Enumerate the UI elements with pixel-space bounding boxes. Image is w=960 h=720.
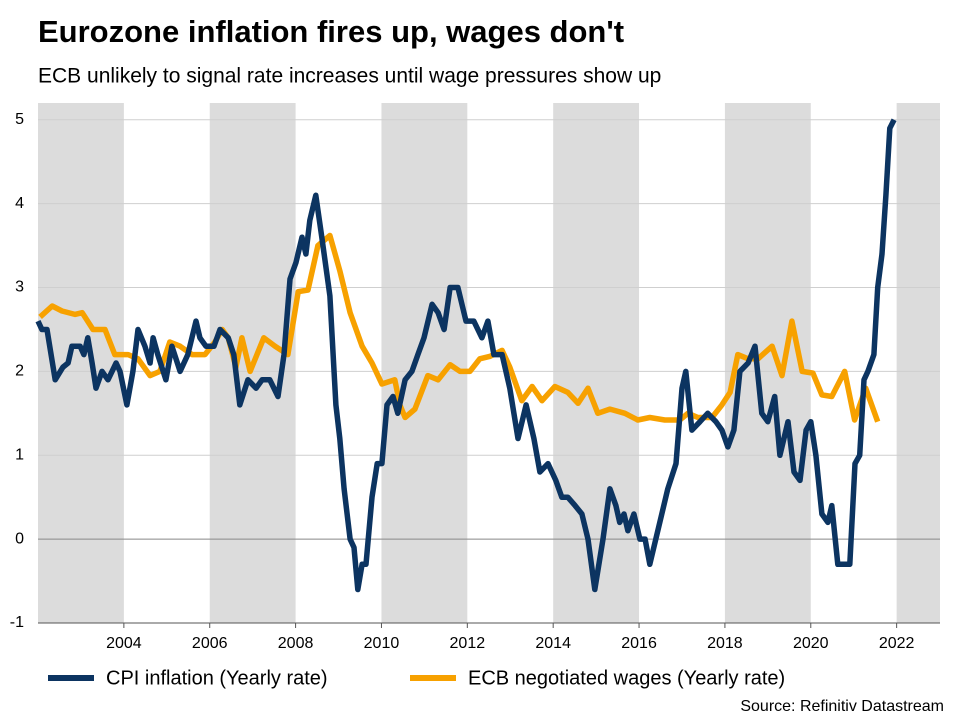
y-tick-label: 2 (15, 363, 24, 380)
x-tick-label: 2014 (535, 635, 571, 652)
x-tick-label: 2008 (278, 635, 314, 652)
chart-title: Eurozone inflation fires up, wages don't (38, 14, 624, 49)
series-line (38, 232, 881, 423)
x-tick-label: 2004 (106, 635, 142, 652)
shade-band (381, 103, 468, 623)
y-tick-label: 3 (15, 279, 24, 296)
x-tick-label: 2016 (621, 635, 657, 652)
y-tick-label: 5 (15, 111, 24, 128)
legend-label: ECB negotiated wages (Yearly rate) (468, 667, 785, 689)
legend-label: CPI inflation (Yearly rate) (106, 667, 328, 689)
shade-band (896, 103, 940, 623)
y-tick-label: 4 (15, 195, 24, 212)
x-tick-label: 2012 (450, 635, 486, 652)
chart-subtitle: ECB unlikely to signal rate increases un… (38, 65, 661, 88)
x-tick-label: 2020 (793, 635, 829, 652)
x-tick-label: 2010 (364, 635, 400, 652)
y-tick-label: 0 (15, 530, 24, 547)
shade-band (724, 103, 811, 623)
source: Source: Refinitiv Datastream (740, 698, 944, 715)
x-tick-label: 2022 (879, 635, 915, 652)
y-tick-label: -1 (10, 614, 24, 631)
y-tick-label: 1 (15, 446, 24, 463)
x-tick-label: 2006 (192, 635, 228, 652)
series-line (35, 118, 897, 593)
shade-band (553, 103, 640, 623)
x-tick-label: 2018 (707, 635, 743, 652)
